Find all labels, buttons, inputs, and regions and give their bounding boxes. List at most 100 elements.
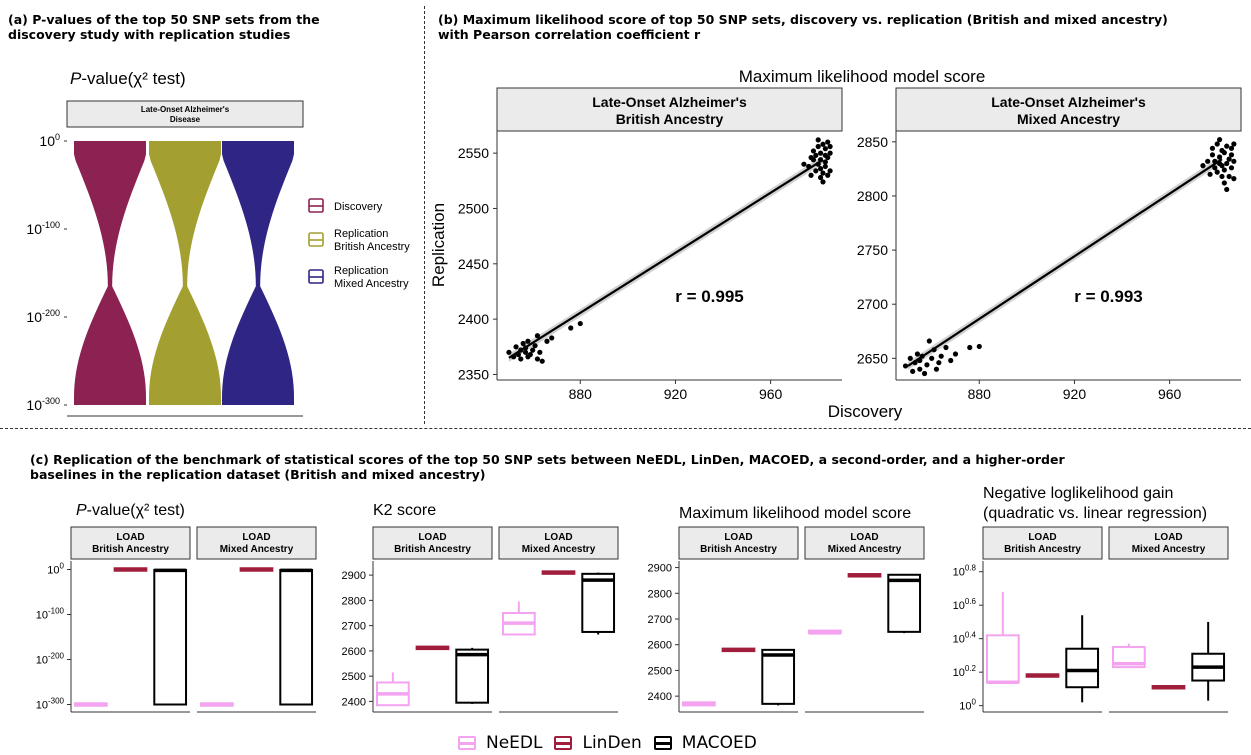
scatter-point (907, 355, 913, 361)
box-strip (678, 526, 799, 560)
scatter-point (506, 349, 512, 355)
scatter-point (976, 343, 982, 350)
scatter-point (518, 356, 524, 362)
scatter-point (827, 168, 833, 174)
scatter-point (817, 166, 824, 172)
box-ytick-label: 100.2 (953, 664, 977, 679)
scatter-point (1231, 176, 1237, 182)
legend-swatch (554, 736, 573, 750)
box-body (153, 568, 188, 706)
scatter-point (1219, 163, 1225, 169)
scatter-point (967, 344, 973, 351)
panel-b-title-line1: (b) Maximum likelihood score of top 50 S… (438, 12, 1168, 27)
scatter-xtick-label: 920 (1063, 386, 1087, 402)
box-ytick-label: 10-100 (36, 607, 65, 622)
scatter-point (515, 351, 522, 358)
box-ytick-label: 2700 (342, 621, 366, 633)
scatter-point (537, 349, 543, 355)
box-ytick-label: 2800 (342, 595, 366, 607)
panel-b-xlabel: Discovery (828, 402, 903, 421)
scatter-point (1228, 145, 1235, 151)
fit-line (907, 158, 1223, 367)
box-plot-title: Negative loglikelihood gain (983, 485, 1173, 502)
box-strip (372, 526, 493, 560)
correlation-annotation: r = 0.993 (1074, 287, 1143, 306)
panel-a-title-line1: (a) P-values of the top 50 SNP sets from… (8, 12, 320, 27)
panel-b-title-line2: with Pearson correlation coefficient r (438, 27, 701, 42)
box-strip-line2: Mixed Ancestry (1132, 544, 1206, 555)
scatter-point (948, 357, 954, 364)
scatter-strip-line1: Late-Onset Alzheimer's (592, 94, 747, 110)
scatter-point (525, 338, 531, 344)
box-strip-line2: Mixed Ancestry (522, 544, 596, 555)
scatter-point (1221, 150, 1227, 156)
box-strip-line2: British Ancestry (1004, 544, 1081, 555)
box-ytick-label: 10-200 (36, 652, 65, 667)
scatter-strip (895, 87, 1242, 132)
scatter-point (936, 360, 942, 366)
legend-label-line1: Replication (334, 265, 388, 277)
scatter-point (1224, 143, 1230, 149)
horizontal-divider (0, 428, 1251, 429)
legend-label-line2: Mixed Ancestry (334, 278, 409, 290)
legend-label: Discovery (334, 201, 383, 213)
scatter-point (938, 353, 944, 359)
panel-a-ytick-label: 10-300 (26, 396, 60, 413)
scatter-point (520, 340, 526, 347)
legend-swatch (458, 736, 476, 750)
scatter-point (568, 325, 574, 331)
scatter-point (825, 154, 831, 161)
box-strip-line1: LOAD (544, 532, 572, 543)
violin-1 (149, 141, 221, 405)
box-strip-line2: Mixed Ancestry (828, 544, 902, 555)
scatter-point (827, 143, 833, 150)
box-strip-line1: LOAD (242, 532, 270, 543)
scatter-ytick-label: 2750 (857, 242, 888, 258)
scatter-point (801, 161, 807, 167)
box-ytick-label: 100.4 (953, 631, 977, 646)
scatter-point (539, 358, 545, 364)
box-strip (196, 526, 317, 560)
scatter-point (513, 344, 519, 350)
panel-a-title: (a) P-values of the top 50 SNP sets from… (8, 12, 320, 42)
panel-c-chart: P-value(χ² test) 100 10-100 10-200 10-300 LOA… (36, 485, 1229, 713)
scatter-point (1209, 152, 1216, 158)
legend-item-macoed: MACOED (653, 733, 757, 753)
legend-item-linden: LinDen (554, 733, 642, 753)
box-body (455, 648, 490, 704)
correlation-annotation: r = 0.995 (675, 287, 744, 306)
box-ytick-label: 2400 (342, 696, 366, 708)
scatter-point (825, 139, 831, 145)
scatter-point (822, 163, 828, 170)
legend-swatch (653, 736, 672, 750)
scatter-point (522, 345, 529, 351)
box-strip (804, 526, 925, 560)
box-body (887, 573, 922, 633)
scatter-point (1205, 158, 1211, 164)
box-plot-title: Maximum likelihood model score (679, 505, 911, 522)
scatter-point (912, 360, 918, 366)
panel-a-ytick-label: 10-200 (26, 308, 60, 325)
scatter-point (544, 338, 550, 344)
box-strip-line1: LOAD (1154, 532, 1182, 543)
box-body (985, 634, 1020, 684)
box-plot-title-line2: (quadratic vs. linear regression) (983, 505, 1207, 522)
scatter-point (910, 368, 916, 374)
scatter-point (820, 170, 826, 176)
scatter-point (1207, 171, 1213, 177)
scatter-point (530, 347, 536, 353)
box-body (581, 572, 616, 633)
scatter-strip-line2: British Ancestry (616, 111, 724, 127)
scatter-point (527, 351, 533, 358)
box-plot-title: K2 score (373, 502, 436, 519)
box-ytick-label: 2400 (648, 691, 672, 703)
scatter-point (815, 161, 821, 167)
scatter-point (1216, 137, 1223, 143)
bottom-legend: NeEDL LinDen MACOED (458, 732, 769, 754)
panel-a-ytick-label: 100 (39, 132, 60, 149)
legend-item-needl: NeEDL (458, 733, 542, 753)
scatter-point (1221, 180, 1227, 186)
box-ytick-label: 2500 (648, 665, 672, 677)
box-ytick-label: 100 (959, 698, 976, 713)
